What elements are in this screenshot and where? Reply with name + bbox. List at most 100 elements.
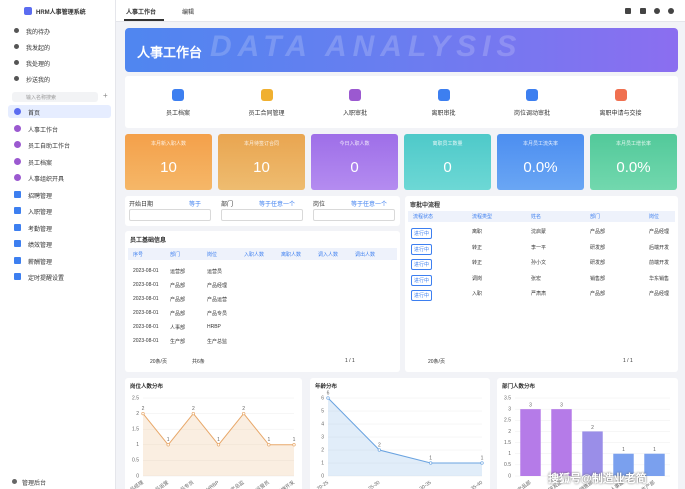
shortcut-label[interactable]: 离职申请与交接 xyxy=(599,111,642,117)
table-title: 审批中流程 xyxy=(410,203,441,209)
data-label: 1 xyxy=(217,437,220,443)
table-cell: 产品部 xyxy=(590,229,606,235)
nav-item[interactable]: 招聘管理 xyxy=(28,193,53,200)
shortcut-icon[interactable] xyxy=(614,89,627,101)
y-tick-label: 1.5 xyxy=(132,427,139,433)
x-tick-label: 25-30 xyxy=(367,480,381,489)
filter-op[interactable]: 等于任意一个 xyxy=(259,202,296,208)
filter-input[interactable] xyxy=(129,209,211,221)
table-cell: 转正 xyxy=(472,244,483,251)
todo-item[interactable]: 我发起的 xyxy=(26,46,51,52)
page[interactable]: 1 / 1 xyxy=(345,358,355,364)
tab[interactable]: 人事工作台 xyxy=(126,10,157,16)
table-cell: 运营员 xyxy=(207,269,223,275)
table-col: 入职人数 xyxy=(244,252,265,258)
kpi-value: 0.0% xyxy=(616,159,651,176)
page-size[interactable]: 20条/页 xyxy=(150,359,167,365)
status-badge: 进行中 xyxy=(411,274,433,286)
page-size[interactable]: 20条/页 xyxy=(428,359,445,365)
table-header xyxy=(408,211,675,222)
table-cell: 2023-08-01 xyxy=(133,324,159,330)
table-col: 流程状态 xyxy=(413,214,434,220)
data-label: 1 xyxy=(653,447,656,453)
x-tick-label: 产品运营 xyxy=(150,479,170,489)
shortcut-icon[interactable] xyxy=(260,89,273,101)
edit[interactable]: 编辑 xyxy=(182,10,195,16)
banner-watermark: DATA ANALYSIS xyxy=(210,30,523,63)
shortcut-icon[interactable] xyxy=(172,89,184,101)
shortcut-icon[interactable] xyxy=(437,89,450,101)
search[interactable]: 输入名称搜索 xyxy=(12,92,98,102)
banner-title: 人事工作台 xyxy=(137,45,203,60)
table-cell: 产品经理 xyxy=(649,291,670,297)
data-label: 1 xyxy=(267,437,270,443)
table-cell: 人事部 xyxy=(170,325,186,331)
chart: 00.511.522.5212121 1产品经理 产品运营 产品专员 HRBP 生产总监运… xyxy=(125,395,296,489)
nav-item[interactable]: 定时提醒设置 xyxy=(28,276,65,282)
chart-title: 岗位人数分布 xyxy=(130,384,164,390)
todo-item[interactable]: 抄送我的 xyxy=(26,78,51,84)
filter-input[interactable] xyxy=(313,209,395,221)
table-col: 姓名 xyxy=(531,214,542,220)
shortcut-label[interactable]: 离职审批 xyxy=(431,111,456,117)
todo-item[interactable]: 我处理的 xyxy=(26,62,51,68)
table-cell: 孙小文 xyxy=(531,260,547,266)
x-tick-label: 产品经理 xyxy=(125,479,145,489)
table-cell: 产品部 xyxy=(170,297,186,303)
bar xyxy=(644,453,665,476)
nav-item[interactable]: 员工自助工作台 xyxy=(28,144,71,150)
table-cell: 华东销售 xyxy=(649,275,670,282)
nav-icon xyxy=(14,273,21,280)
todo-icon xyxy=(14,44,19,49)
table-cell: 2023-08-01 xyxy=(133,296,159,302)
nav-icon xyxy=(14,190,21,198)
x-tick-label: 销售部 xyxy=(578,479,594,489)
nav-icon xyxy=(14,256,21,264)
table-cell: 研发部 xyxy=(590,244,606,251)
table-cell: 产品经理 xyxy=(207,283,228,289)
point xyxy=(242,411,246,416)
nav-item[interactable]: 人事工作台 xyxy=(28,127,59,134)
shortcut-label[interactable]: 入职审批 xyxy=(342,111,367,117)
kpi-card xyxy=(404,134,491,190)
bar xyxy=(582,431,603,476)
point xyxy=(267,443,271,447)
nav-item[interactable]: 人事组织开具 xyxy=(28,177,65,183)
table-cell: 离职 xyxy=(472,229,483,235)
bar xyxy=(551,409,572,476)
table-cell: HRBP xyxy=(207,324,221,330)
shortcut-panel xyxy=(125,76,678,128)
nav-item[interactable]: 绩效管理 xyxy=(28,243,53,249)
shortcut-icon[interactable] xyxy=(349,89,361,101)
kpi-card xyxy=(311,134,398,190)
nav-item[interactable]: 员工档案 xyxy=(28,160,53,167)
chart: 0 1 2 3 4 5 66 2 1 1 20-25 25-30 30-35 35-40 xyxy=(316,390,484,489)
admin[interactable]: 管理后台 xyxy=(22,481,47,487)
kpi-card xyxy=(125,134,212,190)
x-tick-label: 研发部 xyxy=(547,479,563,489)
nav-item[interactable]: 入职管理 xyxy=(28,210,53,216)
x-tick-label: 运营员 xyxy=(254,479,270,489)
nav-item[interactable]: 考勤管理 xyxy=(28,226,53,233)
shortcut-icon[interactable] xyxy=(526,89,538,101)
filter-op[interactable]: 等于 xyxy=(189,202,202,208)
kpi-value: 0 xyxy=(350,159,359,176)
todo-item[interactable]: 我的待办 xyxy=(26,30,51,36)
shortcut-label[interactable]: 员工档案 xyxy=(165,111,190,117)
filter-op[interactable]: 等于任意一个 xyxy=(351,202,388,208)
chart-title: 部门人数分布 xyxy=(502,384,536,390)
filter-input[interactable] xyxy=(221,209,303,221)
y-tick-label: 0.5 xyxy=(132,458,139,464)
shortcut-label[interactable]: 员工合同管理 xyxy=(248,111,285,117)
x-tick-label: 生产总监 xyxy=(225,479,245,489)
kpi-value: 10 xyxy=(253,159,270,176)
table-col: 岗位 xyxy=(207,252,218,258)
bar xyxy=(613,453,634,476)
nav-item[interactable]: 薪酬管理 xyxy=(28,259,53,266)
page[interactable]: 1 / 1 xyxy=(623,358,633,364)
logo-icon xyxy=(24,7,32,15)
shortcut-label[interactable]: 岗位调动审批 xyxy=(513,111,550,117)
y-tick-label: 5 xyxy=(321,408,324,414)
nav-item[interactable]: 首页 xyxy=(28,111,41,117)
table-cell: 调岗 xyxy=(472,275,483,282)
